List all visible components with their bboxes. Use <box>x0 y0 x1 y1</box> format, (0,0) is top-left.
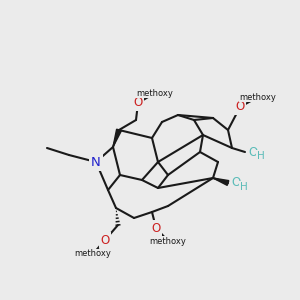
Text: methoxy: methoxy <box>240 92 276 101</box>
Text: O: O <box>134 97 142 110</box>
Text: methoxy: methoxy <box>150 236 186 245</box>
Text: O: O <box>236 100 244 113</box>
Polygon shape <box>113 129 122 147</box>
Text: H: H <box>240 182 248 192</box>
Text: O: O <box>248 146 257 158</box>
Text: methoxy: methoxy <box>75 250 111 259</box>
Text: O: O <box>231 176 240 190</box>
Text: O: O <box>152 221 160 235</box>
Text: N: N <box>91 155 101 169</box>
Text: O: O <box>100 233 109 247</box>
Text: H: H <box>257 151 265 161</box>
Text: methoxy: methoxy <box>136 88 173 98</box>
Polygon shape <box>213 178 229 185</box>
